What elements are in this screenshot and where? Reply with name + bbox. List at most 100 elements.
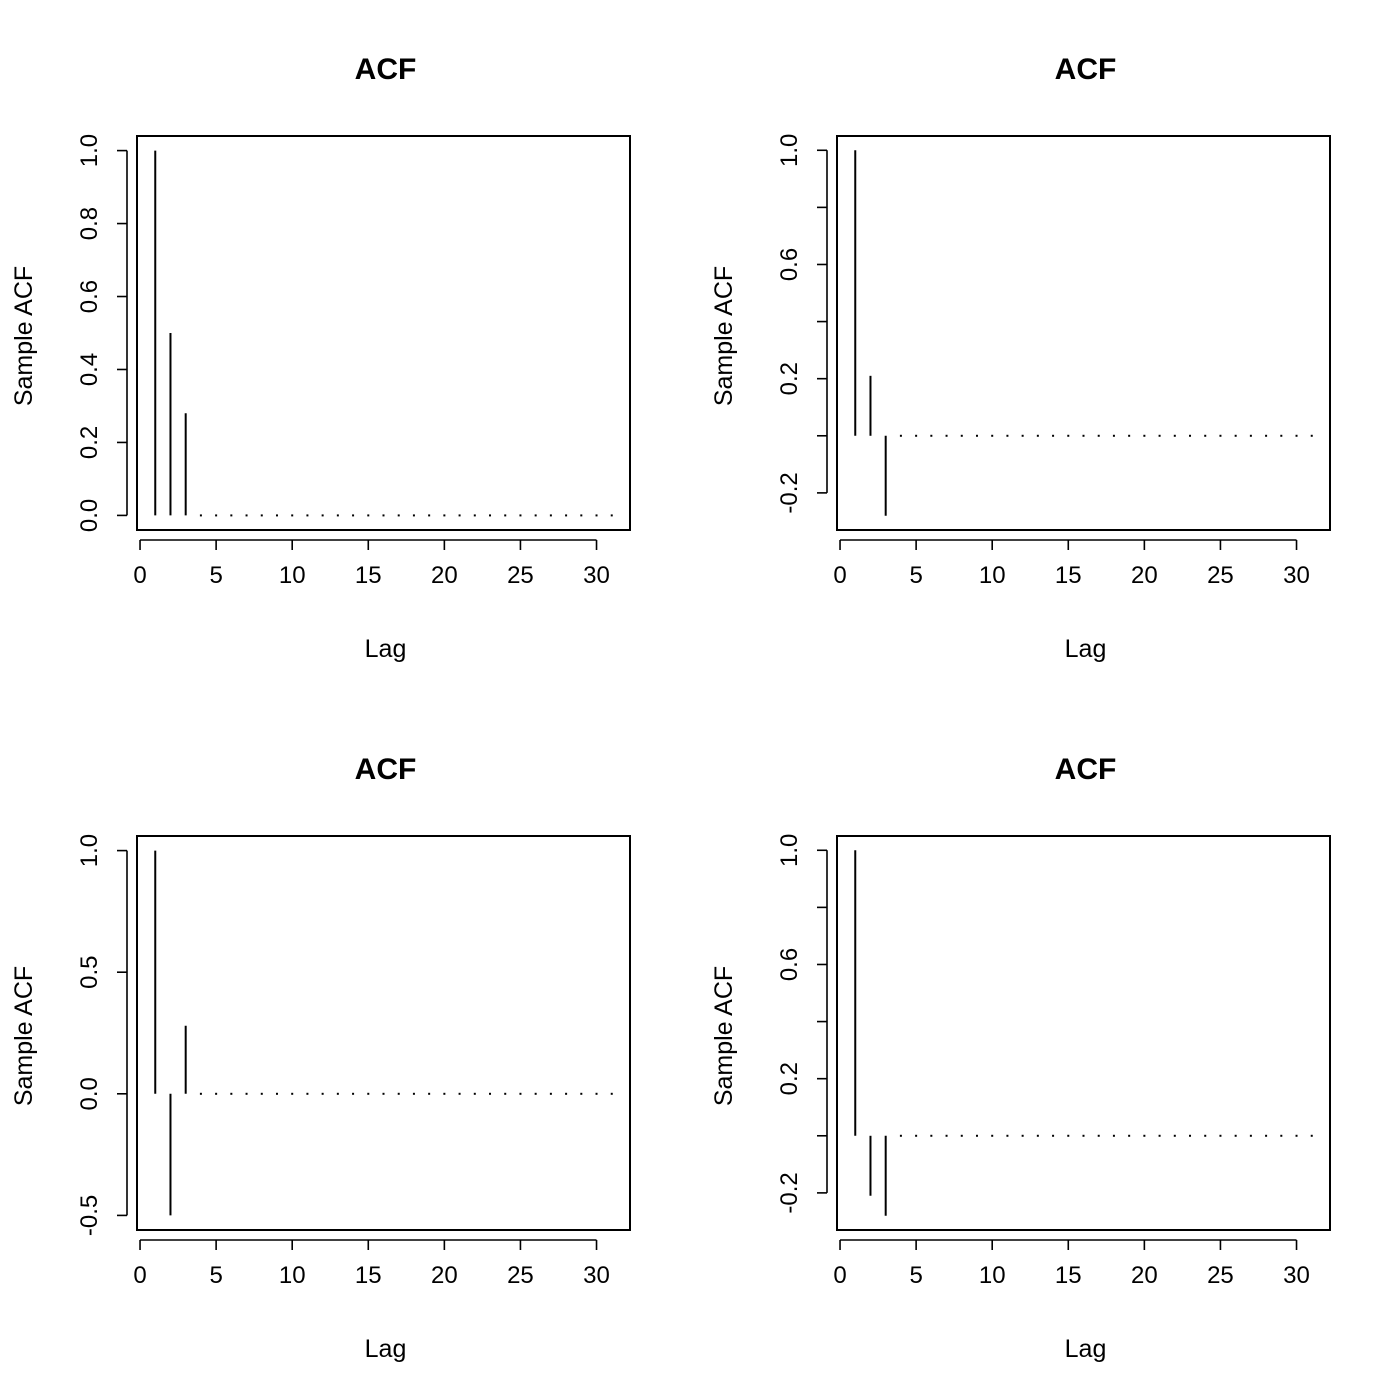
acf-zero-mark [1310,434,1313,437]
x-tick-label: 0 [133,1262,146,1289]
acf-zero-mark [610,514,613,517]
acf-zero-mark [1204,434,1207,437]
plot-frame [836,835,1331,1231]
acf-zero-mark [1067,434,1070,437]
chart-title: ACF [1055,753,1117,786]
x-tick-label: 15 [355,562,382,589]
acf-zero-mark [1234,1134,1237,1137]
acf-zero-mark [428,514,431,517]
acf-zero-mark [321,514,324,517]
y-tick-label: 1.0 [776,134,803,167]
acf-zero-mark [489,1092,492,1095]
acf-zero-mark [306,1092,309,1095]
acf-zero-mark [352,514,355,517]
x-tick-label: 25 [1207,1262,1234,1289]
x-tick-label: 10 [979,562,1006,589]
acf-zero-mark [367,514,370,517]
acf-zero-mark [610,1092,613,1095]
acf-zero-mark [1112,434,1115,437]
acf-zero-mark [580,1092,583,1095]
acf-zero-mark [504,1092,507,1095]
acf-zero-mark [945,1134,948,1137]
acf-zero-mark [382,1092,385,1095]
acf-panel-4: ACF Lag Sample ACF 0 5 10 15 20 25 30 -0.2 0.2 0.6 1.… [710,753,1331,1363]
y-tick-label: 0.2 [776,362,803,395]
x-tick-label: 20 [1131,1262,1158,1289]
acf-zero-mark [428,1092,431,1095]
acf-zero-mark [321,1092,324,1095]
acf-zero-mark [1310,1134,1313,1137]
acf-zero-mark [291,1092,294,1095]
x-tick-label: 10 [279,1262,306,1289]
x-tick-label: 20 [431,1262,458,1289]
x-axis-label: Lag [1065,635,1107,663]
acf-panel-3: ACF Lag Sample ACF 0 5 10 15 20 25 30 -0.5 0.0 0.5 1.… [10,753,631,1363]
x-tick-label: 0 [833,562,846,589]
x-tick-label: 5 [909,1262,922,1289]
chart-title: ACF [355,53,417,86]
acf-zero-mark [595,1092,598,1095]
acf-panel-1: ACF Lag Sample ACF 0 5 10 15 20 25 30 0.0 0.2 0.4 0.6… [10,53,631,663]
acf-zero-mark [960,434,963,437]
acf-zero-mark [1036,1134,1039,1137]
acf-zero-mark [1295,1134,1298,1137]
acf-panel-2: ACF Lag Sample ACF 0 5 10 15 20 25 30 -0.2 0.2 0.6 1.… [710,53,1331,663]
x-tick-label: 5 [209,562,222,589]
acf-zero-mark [1280,1134,1283,1137]
x-axis-label: Lag [365,635,407,663]
acf-zero-mark [565,1092,568,1095]
acf-zero-mark [412,1092,415,1095]
x-tick-label: 30 [583,1262,610,1289]
x-tick-label: 20 [1131,562,1158,589]
acf-zero-mark [1143,1134,1146,1137]
acf-zero-mark [260,1092,263,1095]
acf-zero-mark [1021,1134,1024,1137]
acf-zero-mark [899,434,902,437]
acf-zero-mark [489,514,492,517]
acf-zero-mark [1082,434,1085,437]
acf-zero-mark [1097,434,1100,437]
acf-zero-mark [1204,1134,1207,1137]
y-tick-label: 0.6 [76,280,103,313]
y-axis-label: Sample ACF [10,266,38,406]
acf-zero-mark [382,514,385,517]
acf-zero-mark [991,1134,994,1137]
acf-zero-mark [1249,434,1252,437]
acf-zero-mark [975,434,978,437]
chart-title: ACF [355,753,417,786]
acf-zero-mark [1280,434,1283,437]
acf-zero-mark [230,514,233,517]
acf-zero-mark [534,1092,537,1095]
y-tick-label: 0.6 [776,248,803,281]
y-tick-label: 0.0 [76,499,103,532]
acf-zero-mark [215,514,218,517]
x-tick-label: 25 [1207,562,1234,589]
acf-zero-mark [336,514,339,517]
acf-zero-mark [960,1134,963,1137]
y-tick-label: 0.0 [76,1077,103,1110]
acf-zero-mark [397,514,400,517]
acf-zero-mark [1052,1134,1055,1137]
acf-zero-mark [1219,434,1222,437]
x-tick-label: 0 [833,1262,846,1289]
acf-zero-mark [1082,1134,1085,1137]
acf-zero-mark [1249,1134,1252,1137]
y-tick-label: 0.8 [76,207,103,240]
acf-zero-mark [549,514,552,517]
y-tick-label: 0.2 [76,426,103,459]
acf-zero-mark [1173,434,1176,437]
x-tick-label: 0 [133,562,146,589]
x-axis-label: Lag [365,1335,407,1363]
y-axis-label: Sample ACF [710,266,738,406]
y-axis-label: Sample ACF [710,966,738,1106]
acf-zero-mark [1295,434,1298,437]
acf-zero-mark [458,1092,461,1095]
x-tick-label: 30 [1283,562,1310,589]
y-tick-label: -0.5 [76,1195,103,1236]
acf-zero-mark [473,1092,476,1095]
y-tick-label: 1.0 [776,834,803,867]
acf-zero-mark [915,1134,918,1137]
acf-zero-mark [397,1092,400,1095]
acf-zero-mark [458,514,461,517]
